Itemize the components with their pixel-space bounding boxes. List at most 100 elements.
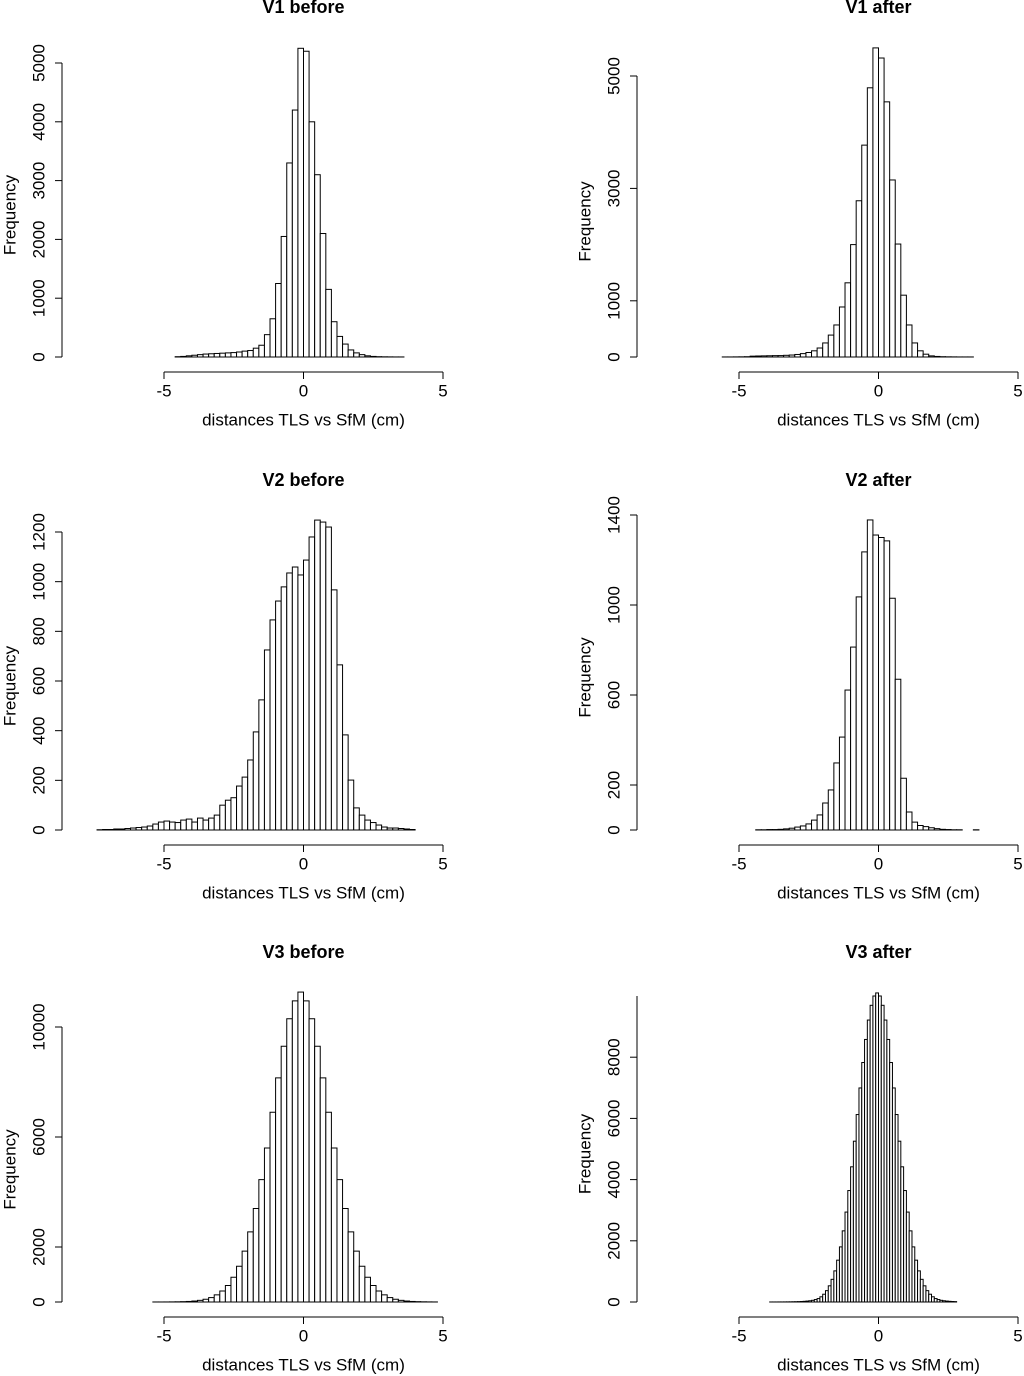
- histogram-bar: [358, 1265, 366, 1303]
- x-tick-label: 0: [874, 381, 883, 400]
- histogram-bar: [275, 1077, 282, 1303]
- histogram-bar: [905, 324, 913, 358]
- histogram-bar: [822, 342, 829, 358]
- histogram-bar: [900, 777, 907, 831]
- y-tick-label: 200: [604, 771, 623, 799]
- histogram-bar: [130, 827, 137, 831]
- histogram-bar: [844, 689, 852, 831]
- histogram-bar: [303, 50, 310, 358]
- x-tick-label: -5: [156, 854, 171, 873]
- x-tick-label: -5: [731, 854, 746, 873]
- y-tick-label: 0: [604, 825, 623, 834]
- y-tick-label: 6000: [29, 1118, 48, 1156]
- histogram-bar: [928, 827, 935, 831]
- panel-title: V3 after: [845, 942, 911, 962]
- x-axis-label: distances TLS vs SfM (cm): [777, 1355, 980, 1374]
- histogram-bar: [258, 1179, 265, 1303]
- histogram-bar: [850, 646, 857, 831]
- y-tick-label: 0: [29, 352, 48, 361]
- y-tick-label: 1000: [29, 563, 48, 601]
- histogram-bar: [269, 1111, 277, 1303]
- histogram-bar: [342, 343, 349, 358]
- histogram-bar: [788, 354, 796, 358]
- histogram-bar: [219, 352, 226, 358]
- histogram-bar: [252, 347, 260, 358]
- histogram-bar: [263, 649, 271, 831]
- histogram-bar: [838, 736, 846, 831]
- histogram-bar: [202, 1298, 210, 1303]
- histogram-bar: [403, 1300, 411, 1303]
- histogram-bar: [794, 353, 801, 358]
- histogram-bar: [113, 828, 120, 831]
- histogram-bar: [297, 574, 305, 831]
- histogram-bar: [303, 1000, 310, 1303]
- histogram-bar: [241, 1250, 249, 1303]
- histogram-bar: [280, 235, 288, 358]
- panel-title: V2 after: [845, 470, 911, 490]
- histogram-bar: [766, 355, 773, 358]
- histogram-bar: [805, 823, 813, 831]
- histogram-bar: [230, 1276, 238, 1303]
- y-axis-label: Frequency: [0, 1129, 19, 1210]
- x-tick-label: 0: [299, 381, 308, 400]
- y-tick-label: 2000: [29, 220, 48, 258]
- histogram-bar: [900, 294, 907, 358]
- y-axis-label: Frequency: [575, 181, 594, 262]
- histogram-bar: [118, 828, 126, 831]
- histogram-bar: [275, 600, 282, 831]
- histogram-bar: [202, 353, 210, 358]
- histogram-bar: [364, 819, 371, 831]
- histogram-bar: [347, 349, 355, 358]
- x-tick-label: -5: [156, 381, 171, 400]
- y-tick-label: 2000: [29, 1228, 48, 1266]
- histogram-bar: [364, 1276, 371, 1303]
- histogram-bar: [866, 519, 874, 831]
- histogram-bar: [928, 355, 935, 358]
- histogram-bar: [135, 827, 143, 831]
- histogram-bar: [213, 1294, 221, 1303]
- histogram-bar: [319, 233, 327, 358]
- histogram-bar: [196, 354, 204, 358]
- histogram-bar: [783, 354, 790, 358]
- y-tick-label: 1400: [604, 496, 623, 534]
- histogram-bar: [319, 521, 327, 831]
- histogram-bar: [799, 825, 807, 831]
- histogram-bar: [760, 355, 768, 358]
- histogram-bar: [163, 820, 171, 831]
- histogram-bar: [369, 822, 377, 831]
- y-axis-label: Frequency: [575, 1113, 594, 1194]
- y-tick-label: 200: [29, 766, 48, 794]
- histogram-bar: [855, 200, 863, 358]
- histogram-bar: [336, 335, 344, 358]
- histogram-bar: [397, 828, 405, 831]
- histogram-bar: [749, 355, 757, 358]
- histogram-bar: [124, 828, 132, 831]
- y-axis-label: Frequency: [0, 174, 19, 255]
- x-axis-label: distances TLS vs SfM (cm): [202, 1355, 405, 1374]
- y-tick-label: 0: [29, 825, 48, 834]
- histogram-bar: [308, 1018, 316, 1303]
- histogram-bar: [241, 776, 249, 831]
- histogram-bar: [208, 817, 215, 831]
- y-tick-label: 800: [29, 617, 48, 645]
- histogram-bar: [213, 814, 221, 831]
- y-tick-label: 1000: [604, 586, 623, 624]
- histogram-bar: [236, 1265, 243, 1303]
- histogram-bar: [152, 823, 159, 831]
- x-tick-label: 5: [1013, 381, 1022, 400]
- histogram-bar: [146, 825, 154, 831]
- histogram-bar: [319, 1077, 327, 1303]
- histogram-bar: [369, 355, 377, 358]
- x-axis-label: distances TLS vs SfM (cm): [202, 883, 405, 902]
- histogram-bar: [185, 818, 193, 831]
- histogram-bar: [755, 355, 762, 358]
- histogram-bar: [827, 334, 835, 358]
- histogram-bar: [169, 821, 176, 831]
- histogram-bar: [330, 321, 338, 358]
- histogram-bar: [889, 597, 896, 831]
- histogram-bar: [878, 57, 885, 358]
- histogram-bar: [330, 589, 338, 831]
- histogram-bar: [358, 814, 366, 831]
- histogram-bar: [258, 699, 265, 831]
- panel-title: V1 before: [262, 0, 344, 17]
